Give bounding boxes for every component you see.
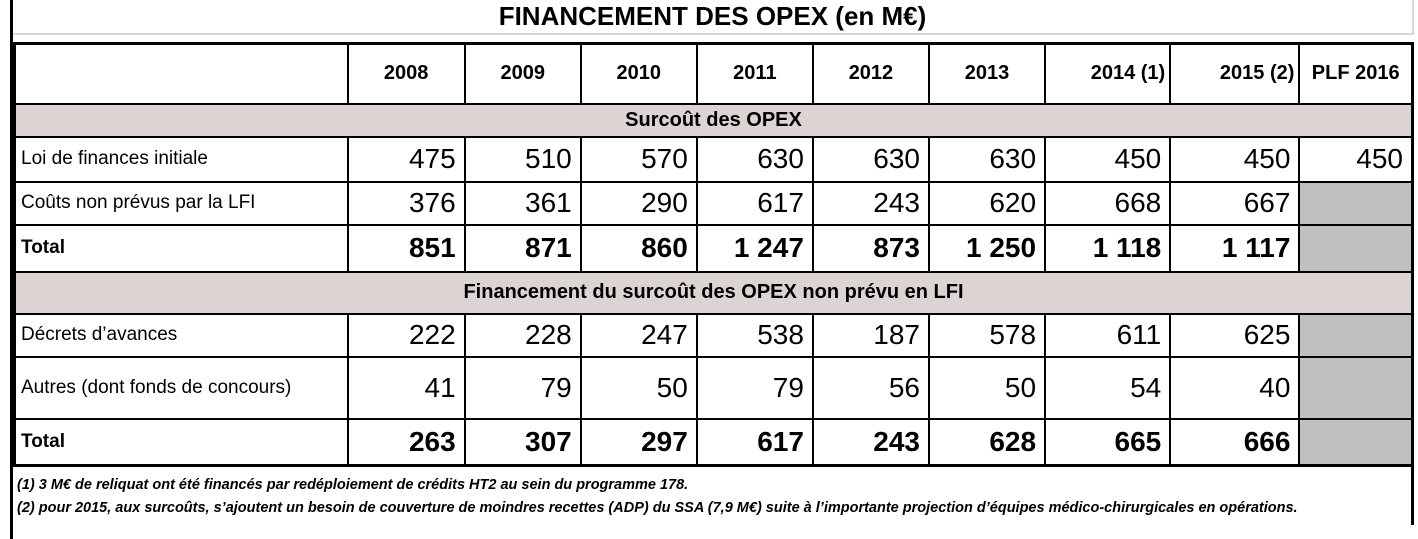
table-row: Coûts non prévus par la LFI 376 361 290 617 2… bbox=[13, 180, 1414, 226]
value-cell: 56 bbox=[811, 355, 930, 420]
value-cell: 628 bbox=[927, 417, 1047, 467]
table-row: Total 851 871 860 1 247 873 1 250 1 118 1 117 bbox=[13, 223, 1414, 273]
table-row: Total 263 307 297 617 243 628 665 666 bbox=[13, 417, 1414, 467]
value-cell: 297 bbox=[579, 417, 698, 467]
value-cell: 665 bbox=[1044, 417, 1172, 467]
section-header: Financement du surcoût des OPEX non prév… bbox=[13, 270, 1414, 315]
row-label: Autres (dont fonds de concours) bbox=[13, 355, 349, 420]
value-cell: 538 bbox=[695, 312, 814, 358]
empty-cell bbox=[1298, 180, 1414, 226]
footnote: (1) 3 M€ de reliquat ont été financés pa… bbox=[17, 477, 689, 493]
year-column-header: 2013 bbox=[927, 42, 1047, 105]
empty-cell bbox=[1298, 312, 1414, 358]
value-cell: 450 bbox=[1298, 135, 1414, 183]
value-cell: 290 bbox=[579, 180, 698, 226]
section-header-row: Financement du surcoût des OPEX non prév… bbox=[13, 270, 1414, 315]
value-cell: 79 bbox=[463, 355, 582, 420]
value-cell: 263 bbox=[346, 417, 466, 467]
value-cell: 50 bbox=[579, 355, 698, 420]
section-header-row: Surcoût des OPEX bbox=[13, 102, 1414, 138]
value-cell: 41 bbox=[346, 355, 466, 420]
opex-financing-table: 2008 2009 2010 2011 2012 2013 2014 (1) 2015 (2)… bbox=[13, 42, 1414, 467]
value-cell: 376 bbox=[346, 180, 466, 226]
table-title: FINANCEMENT DES OPEX (en M€) bbox=[13, 0, 1414, 35]
year-column-header: 2010 bbox=[579, 42, 698, 105]
value-cell: 617 bbox=[695, 180, 814, 226]
row-label: Total bbox=[13, 223, 349, 273]
row-label: Coûts non prévus par la LFI bbox=[13, 180, 349, 226]
title-gap bbox=[13, 35, 1414, 42]
value-cell: 361 bbox=[463, 180, 582, 226]
value-cell: 666 bbox=[1169, 417, 1301, 467]
year-header-row: 2008 2009 2010 2011 2012 2013 2014 (1) 2015 (2)… bbox=[13, 42, 1414, 105]
value-cell: 243 bbox=[811, 417, 930, 467]
value-cell: 611 bbox=[1044, 312, 1172, 358]
empty-cell bbox=[1298, 417, 1414, 467]
table-row: Autres (dont fonds de concours) 41 79 50 79 5… bbox=[13, 355, 1414, 420]
value-cell: 79 bbox=[695, 355, 814, 420]
empty-cell bbox=[1298, 223, 1414, 273]
value-cell: 630 bbox=[927, 135, 1047, 183]
value-cell: 1 250 bbox=[927, 223, 1047, 273]
value-cell: 1 117 bbox=[1169, 223, 1301, 273]
value-cell: 50 bbox=[927, 355, 1047, 420]
section-header: Surcoût des OPEX bbox=[13, 102, 1414, 138]
value-cell: 475 bbox=[346, 135, 466, 183]
value-cell: 450 bbox=[1044, 135, 1172, 183]
value-cell: 570 bbox=[579, 135, 698, 183]
value-cell: 578 bbox=[927, 312, 1047, 358]
value-cell: 54 bbox=[1044, 355, 1172, 420]
year-column-header: 2009 bbox=[463, 42, 582, 105]
value-cell: 228 bbox=[463, 312, 582, 358]
value-cell: 668 bbox=[1044, 180, 1172, 226]
value-cell: 187 bbox=[811, 312, 930, 358]
value-cell: 851 bbox=[346, 223, 466, 273]
row-label: Loi de finances initiale bbox=[13, 135, 349, 183]
table-row: Décrets d’avances 222 228 247 538 187 578 611 62… bbox=[13, 312, 1414, 358]
footnote: (2) pour 2015, aux surcoûts, s’ajoutent … bbox=[17, 500, 1298, 516]
value-cell: 617 bbox=[695, 417, 814, 467]
value-cell: 222 bbox=[346, 312, 466, 358]
year-column-header: 2008 bbox=[346, 42, 466, 105]
row-label: Total bbox=[13, 417, 349, 467]
value-cell: 307 bbox=[463, 417, 582, 467]
value-cell: 247 bbox=[579, 312, 698, 358]
value-cell: 450 bbox=[1169, 135, 1301, 183]
value-cell: 40 bbox=[1169, 355, 1301, 420]
value-cell: 510 bbox=[463, 135, 582, 183]
empty-cell bbox=[1298, 355, 1414, 420]
year-column-header: 2012 bbox=[811, 42, 930, 105]
value-cell: 1 118 bbox=[1044, 223, 1172, 273]
row-label: Décrets d’avances bbox=[13, 312, 349, 358]
value-cell: 871 bbox=[463, 223, 582, 273]
value-cell: 1 247 bbox=[695, 223, 814, 273]
year-column-header: 2014 (1) bbox=[1044, 42, 1172, 105]
value-cell: 620 bbox=[927, 180, 1047, 226]
corner-cell bbox=[13, 42, 349, 105]
value-cell: 667 bbox=[1169, 180, 1301, 226]
year-column-header: 2015 (2) bbox=[1169, 42, 1301, 105]
sheet-frame: FINANCEMENT DES OPEX (en M€) 2008 2009 201… bbox=[10, 0, 1414, 539]
value-cell: 873 bbox=[811, 223, 930, 273]
value-cell: 243 bbox=[811, 180, 930, 226]
table-row: Loi de finances initiale 475 510 570 630 630 6… bbox=[13, 135, 1414, 183]
value-cell: 630 bbox=[695, 135, 814, 183]
value-cell: 860 bbox=[579, 223, 698, 273]
year-column-header: PLF 2016 bbox=[1298, 42, 1414, 105]
value-cell: 630 bbox=[811, 135, 930, 183]
footnotes: (1) 3 M€ de reliquat ont été financés pa… bbox=[13, 467, 1414, 525]
year-column-header: 2011 bbox=[695, 42, 814, 105]
value-cell: 625 bbox=[1169, 312, 1301, 358]
